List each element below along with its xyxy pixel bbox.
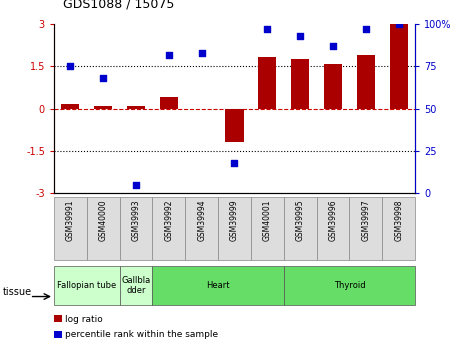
Bar [284,266,415,305]
Text: Fallopian tube: Fallopian tube [57,281,116,290]
Text: GSM39996: GSM39996 [328,199,338,241]
Bar [152,197,185,260]
Bar [185,197,218,260]
Bar [54,266,120,305]
Bar [127,106,145,109]
Point [165,52,173,57]
Text: GSM39995: GSM39995 [295,199,305,241]
Bar [382,197,415,260]
Bar [284,197,317,260]
Bar [160,97,178,109]
Bar [120,197,152,260]
Text: GDS1088 / 15075: GDS1088 / 15075 [63,0,174,10]
Bar [349,197,382,260]
Text: GSM39998: GSM39998 [394,199,403,241]
Bar [390,24,408,109]
Text: GSM39994: GSM39994 [197,199,206,241]
Bar [324,63,342,109]
Text: Gallbla
dder: Gallbla dder [121,276,151,295]
Text: Thyroid: Thyroid [333,281,365,290]
Bar [54,315,62,322]
Bar [317,197,349,260]
Bar [251,197,284,260]
Bar [54,331,62,338]
Bar [87,197,120,260]
Point [264,27,271,32]
Bar [54,197,87,260]
Text: GSM39991: GSM39991 [66,199,75,241]
Point [67,63,74,69]
Text: Heart: Heart [206,281,230,290]
Point [231,160,238,166]
Point [198,50,205,56]
Bar [152,266,284,305]
Text: GSM39992: GSM39992 [164,199,174,241]
Text: tissue: tissue [2,287,31,296]
Bar [357,55,375,109]
Text: GSM39999: GSM39999 [230,199,239,241]
Bar [94,106,112,109]
Bar [61,105,79,109]
Point [362,27,370,32]
Point [329,43,337,49]
Bar [226,109,243,142]
Text: log ratio: log ratio [66,315,103,324]
Bar [291,59,309,109]
Point [296,33,304,39]
Point [395,21,402,27]
Bar [218,197,251,260]
Text: GSM40000: GSM40000 [98,199,108,241]
Text: percentile rank within the sample: percentile rank within the sample [66,330,219,339]
Text: GSM39997: GSM39997 [361,199,371,241]
Point [132,182,140,188]
Text: GSM39993: GSM39993 [131,199,141,241]
Point [99,76,107,81]
Bar [120,266,152,305]
Text: GSM40001: GSM40001 [263,199,272,241]
Bar [258,57,276,109]
